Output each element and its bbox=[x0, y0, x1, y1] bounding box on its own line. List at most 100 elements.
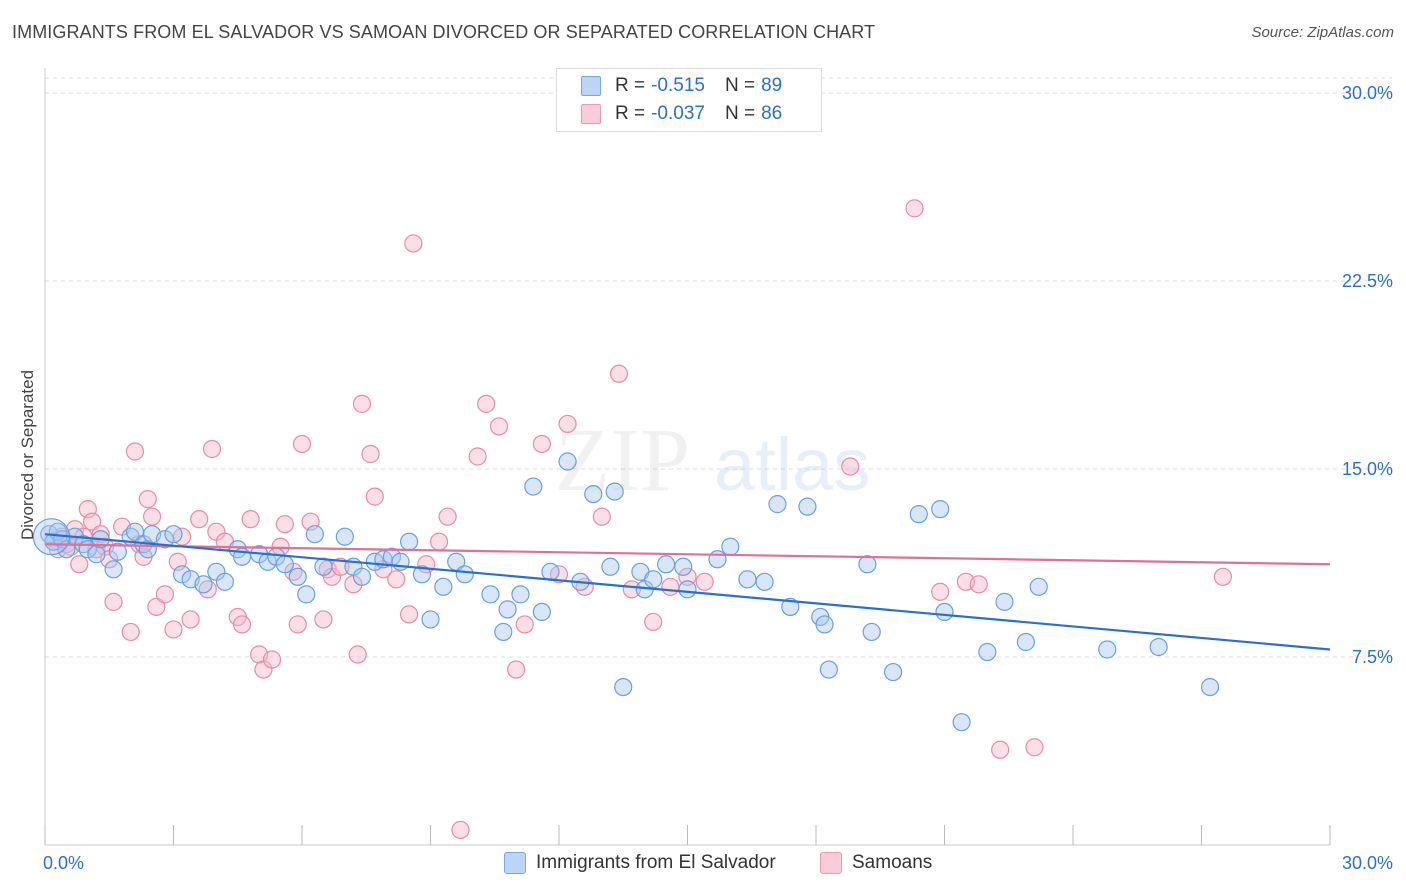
y-tick-label: 30.0% bbox=[1342, 83, 1393, 103]
point-samoans bbox=[592, 507, 611, 526]
point-samoans bbox=[232, 615, 252, 634]
point-el-salvador bbox=[819, 660, 838, 679]
point-el-salvador bbox=[605, 482, 624, 501]
point-el-salvador bbox=[674, 557, 693, 576]
point-el-salvador bbox=[738, 570, 757, 589]
point-el-salvador bbox=[558, 452, 577, 471]
point-el-salvador bbox=[858, 555, 877, 574]
point-samoans bbox=[969, 575, 988, 594]
point-samoans bbox=[1025, 738, 1044, 757]
point-samoans bbox=[429, 532, 449, 551]
point-el-salvador bbox=[434, 577, 453, 596]
point-samoans bbox=[609, 364, 629, 383]
point-samoans bbox=[644, 612, 663, 632]
tick-labels: 7.5% 15.0% 22.5% 30.0% 0.0% 30.0% bbox=[43, 83, 1393, 873]
point-samoans bbox=[622, 580, 641, 599]
point-el-salvador bbox=[815, 615, 834, 634]
point-samoans bbox=[387, 570, 406, 589]
bottom-swatch-samoans bbox=[820, 852, 842, 874]
point-samoans bbox=[451, 820, 470, 840]
point-el-salvador bbox=[335, 527, 354, 546]
point-el-salvador bbox=[978, 642, 997, 662]
point-samoans bbox=[841, 457, 860, 476]
point-el-salvador bbox=[532, 602, 551, 622]
point-samoans bbox=[991, 740, 1010, 759]
point-el-salvador bbox=[1149, 637, 1168, 657]
point-samoans bbox=[678, 567, 697, 586]
point-samoans bbox=[404, 234, 423, 253]
axes bbox=[44, 68, 1331, 846]
legend-r-label: R = bbox=[615, 75, 646, 96]
point-el-salvador bbox=[172, 565, 192, 584]
point-samoans bbox=[142, 507, 162, 526]
y-tick-label: 7.5% bbox=[1352, 647, 1393, 667]
point-el-salvador bbox=[297, 585, 316, 604]
legend-row-el-salvador: R = -0.515 N = 89 bbox=[581, 73, 782, 99]
point-el-salvador bbox=[108, 542, 127, 561]
point-el-salvador bbox=[155, 530, 175, 549]
point-samoans bbox=[275, 515, 294, 534]
series-el-salvador-points bbox=[32, 452, 1220, 732]
point-samoans bbox=[352, 394, 372, 413]
point-samoans bbox=[262, 650, 282, 669]
grid-lines bbox=[45, 77, 1392, 658]
point-samoans bbox=[348, 645, 367, 664]
point-samoans bbox=[515, 615, 534, 634]
y-tick-label: 22.5% bbox=[1342, 271, 1393, 291]
point-el-salvador bbox=[614, 677, 633, 697]
point-el-salvador bbox=[931, 500, 950, 519]
point-el-salvador bbox=[275, 555, 294, 574]
point-el-salvador bbox=[87, 545, 106, 564]
point-el-salvador bbox=[755, 572, 774, 591]
point-samoans bbox=[361, 444, 380, 464]
point-samoans bbox=[489, 417, 509, 436]
point-samoans bbox=[83, 512, 102, 531]
point-el-salvador bbox=[541, 562, 560, 581]
point-el-salvador bbox=[104, 560, 123, 579]
legend-n-label: N = bbox=[724, 75, 756, 96]
point-el-salvador bbox=[862, 622, 881, 642]
point-samoans bbox=[164, 620, 183, 639]
point-samoans bbox=[155, 585, 175, 604]
point-samoans bbox=[399, 605, 419, 624]
bottom-legend-samoans: Samoans bbox=[820, 852, 932, 874]
bottom-legend-label-samoans: Samoans bbox=[852, 852, 933, 873]
chart-source: Source: ZipAtlas.com bbox=[1251, 24, 1394, 41]
legend-n-value: 86 bbox=[761, 103, 783, 124]
bottom-legend-el-salvador: Immigrants from El Salvador bbox=[504, 852, 776, 874]
point-samoans bbox=[202, 439, 222, 459]
point-samoans bbox=[365, 487, 384, 506]
point-samoans bbox=[190, 510, 209, 529]
point-el-salvador bbox=[601, 557, 620, 576]
point-samoans bbox=[314, 610, 333, 629]
legend-r-value: -0.037 bbox=[651, 103, 705, 124]
point-el-salvador bbox=[455, 565, 474, 584]
legend-n-label: N = bbox=[724, 103, 756, 124]
legend-swatch-el-salvador bbox=[581, 76, 601, 96]
point-el-salvador bbox=[1016, 632, 1035, 652]
bottom-legend-label-el-salvador: Immigrants from El Salvador bbox=[536, 852, 776, 873]
point-el-salvador bbox=[288, 567, 307, 586]
point-el-salvador bbox=[768, 495, 787, 514]
point-el-salvador bbox=[644, 570, 663, 589]
point-samoans bbox=[121, 622, 140, 642]
legend-r-label: R = bbox=[615, 103, 646, 124]
point-el-salvador bbox=[481, 585, 500, 604]
point-el-salvador bbox=[524, 477, 543, 496]
point-samoans bbox=[241, 510, 260, 529]
point-el-salvador bbox=[494, 622, 513, 642]
point-el-salvador bbox=[215, 572, 234, 591]
point-samoans bbox=[477, 394, 496, 413]
point-el-salvador bbox=[1200, 677, 1220, 697]
point-samoans bbox=[558, 414, 577, 434]
point-el-salvador bbox=[511, 585, 530, 604]
point-el-salvador bbox=[781, 597, 800, 616]
point-el-salvador bbox=[708, 550, 727, 569]
point-samoans bbox=[292, 434, 312, 454]
point-el-salvador bbox=[909, 505, 928, 524]
point-el-salvador bbox=[421, 610, 440, 629]
point-el-salvador bbox=[678, 580, 697, 599]
point-el-salvador bbox=[314, 557, 333, 576]
point-samoans bbox=[288, 615, 307, 634]
trend-lines bbox=[44, 533, 1331, 651]
